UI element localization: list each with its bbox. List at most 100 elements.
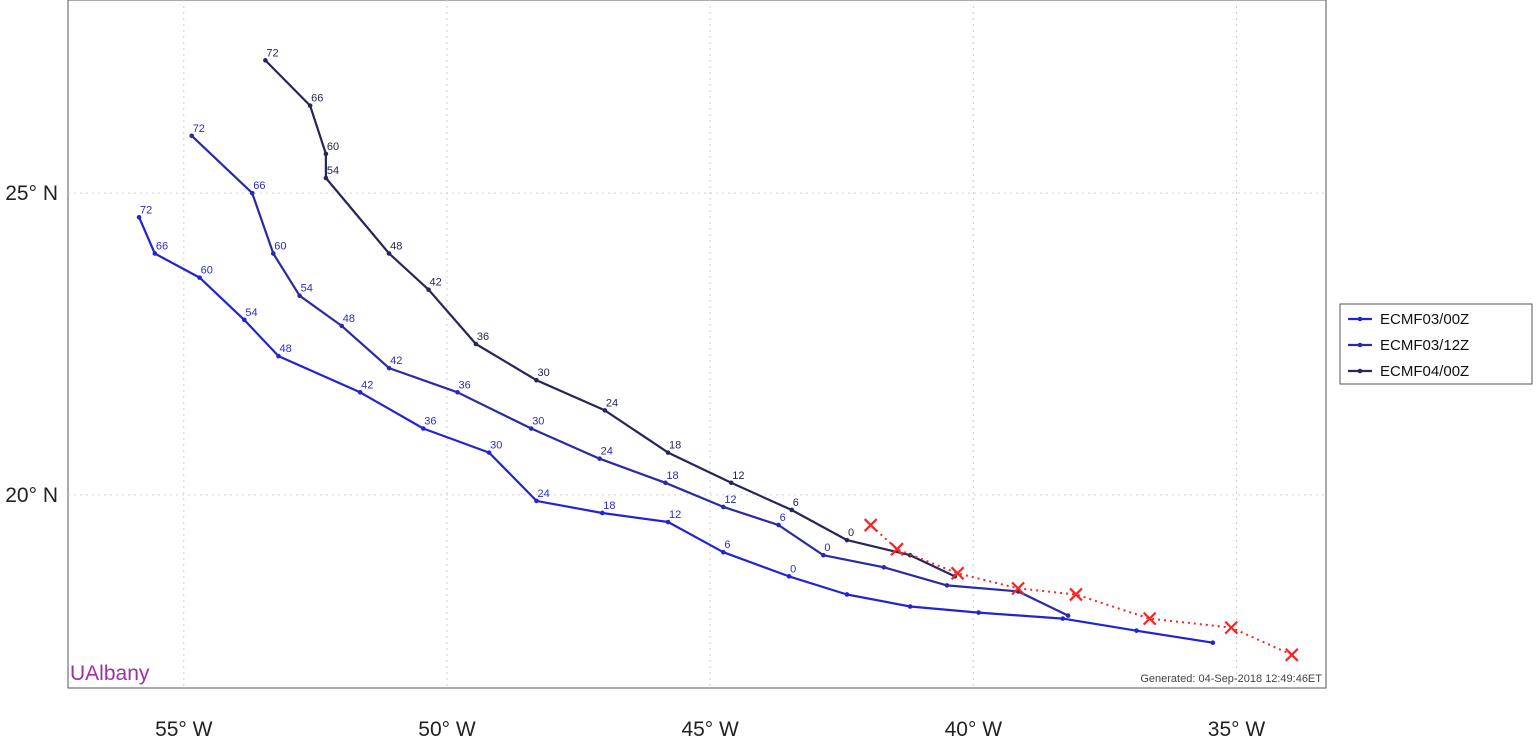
observed-position-marker (1011, 581, 1025, 596)
forecast-track: 0 6 12 18 24 30 36 42 48 54 60 66 72 (189, 123, 1071, 618)
track-point (665, 450, 671, 455)
forecast-hour-label: 30 (537, 367, 549, 379)
track-point (486, 450, 492, 455)
legend-label: ECMF03/00Z (1380, 311, 1469, 328)
forecast-hour-label: 12 (669, 509, 681, 521)
forecast-hour-label: 24 (601, 446, 613, 458)
legend-swatch-point (1357, 316, 1363, 322)
track-point (152, 251, 158, 256)
forecast-hour-label: 42 (390, 355, 402, 367)
legend: ECMF03/00Z ECMF03/12Z ECMF04/00Z (1339, 303, 1533, 385)
observed-position-marker (950, 566, 965, 581)
track-point (197, 275, 202, 280)
track-point (728, 480, 734, 486)
forecast-hour-label: 0 (790, 563, 796, 575)
track-point (789, 507, 795, 513)
forecast-hour-label: 6 (780, 512, 786, 524)
track-point (721, 504, 726, 510)
track-point (776, 522, 781, 528)
longitude-tick-label: 35° W (1208, 718, 1266, 741)
forecast-hour-label: 66 (311, 93, 323, 105)
forecast-hour-label: 18 (666, 470, 678, 482)
longitude-tick-label: 40° W (945, 718, 1003, 741)
track-point (844, 592, 850, 597)
forecast-hour-label: 36 (459, 379, 471, 391)
legend-swatch-point (1357, 342, 1363, 348)
forecast-hour-label: 42 (430, 277, 442, 289)
longitude-tick-label: 45° W (681, 718, 739, 741)
legend-swatch-point (1357, 368, 1363, 374)
forecast-hour-label: 42 (361, 379, 373, 391)
observed-position-marker (890, 542, 904, 556)
track-point (907, 604, 913, 609)
track-point (844, 537, 850, 543)
observed-position-marker (1285, 648, 1299, 662)
track-point (534, 377, 539, 383)
forecast-hour-label: 48 (390, 240, 402, 252)
track-point (386, 365, 392, 371)
plot-area (67, 0, 1327, 689)
track-point (276, 353, 281, 359)
track-point (1065, 613, 1071, 618)
y-axis-ticks: 25° N 20° N (5, 182, 58, 507)
track-point (944, 583, 950, 588)
forecast-track: 0 6 12 18 24 30 36 42 48 54 60 66 72 (136, 204, 1216, 646)
forecast-hour-label: 36 (424, 415, 436, 427)
generated-timestamp: Generated: 04-Sep-2018 12:49:46ET (1140, 673, 1322, 685)
track-point (323, 175, 329, 181)
forecast-hour-label: 60 (274, 240, 286, 252)
forecast-hour-label: 66 (156, 240, 168, 252)
forecast-hour-label: 48 (280, 343, 292, 355)
track-point (189, 133, 194, 139)
observed-track (863, 518, 1299, 662)
forecast-hour-label: 12 (732, 470, 744, 482)
forecast-hour-label: 66 (253, 180, 265, 192)
track-point (665, 519, 671, 525)
track-point (386, 251, 392, 256)
forecast-hour-label: 36 (477, 331, 489, 343)
forecast-hour-label: 18 (603, 500, 615, 512)
track-point (323, 151, 329, 157)
forecast-hour-label: 54 (245, 307, 257, 319)
forecast-hour-label: 72 (140, 204, 152, 216)
forecast-hour-label: 48 (343, 313, 355, 325)
legend-label: ECMF03/12Z (1380, 337, 1469, 354)
track-point (136, 214, 142, 220)
track-point (249, 190, 255, 196)
track-point (420, 426, 426, 431)
legend-entry: ECMF04/00Z (1348, 363, 1469, 380)
track-point (426, 287, 431, 292)
ualbany-brand: UAlbany (70, 662, 150, 685)
forecast-hour-label: 72 (266, 47, 278, 59)
track-point (534, 498, 539, 504)
longitude-tick-label: 50° W (418, 718, 476, 741)
track-point (297, 293, 302, 299)
forecast-hour-label: 72 (193, 123, 205, 135)
forecast-hour-label: 60 (327, 141, 339, 153)
forecast-hour-label: 24 (537, 488, 549, 500)
track-point (976, 610, 981, 615)
observed-position-marker (1142, 611, 1157, 626)
track-point (270, 251, 276, 256)
forecast-track: 0 6 12 18 24 30 36 42 48 54 60 66 72 (263, 47, 958, 579)
forecast-hour-label: 6 (724, 539, 730, 551)
latitude-tick-label: 25° N (5, 182, 58, 205)
track-point (1134, 628, 1139, 633)
forecast-tracks: 0612182430364248546066720612182430364248… (136, 47, 1216, 646)
track-point (786, 574, 792, 579)
observed-position-marker (1224, 620, 1239, 635)
track-point (263, 58, 268, 63)
observed-position-marker (1069, 587, 1083, 602)
forecast-hour-label: 24 (606, 397, 618, 409)
track-point (528, 426, 534, 431)
track-point (663, 480, 668, 486)
legend-label: ECMF04/00Z (1380, 363, 1469, 380)
track-point (599, 510, 605, 516)
latitude-tick-label: 20° N (5, 484, 58, 507)
forecast-hour-label: 30 (532, 415, 544, 427)
track-point (821, 552, 826, 558)
gridlines (68, 0, 1326, 688)
forecast-hour-label: 54 (301, 283, 313, 295)
track-point (1060, 616, 1066, 621)
